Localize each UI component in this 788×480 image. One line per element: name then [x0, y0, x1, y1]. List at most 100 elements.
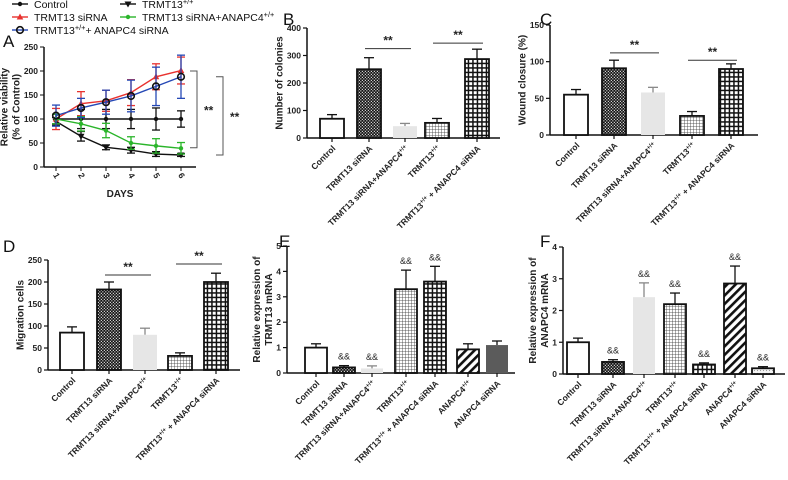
marker-open-circle: [126, 91, 136, 101]
marker-dot: [103, 128, 109, 133]
category-label: TRMT13+/+: [149, 375, 186, 412]
x-tick-label: 5: [151, 171, 162, 180]
series-line: [55, 76, 182, 117]
category-label: Control: [555, 379, 583, 407]
panel-label-C: C: [540, 10, 552, 29]
category-label: Control: [309, 143, 337, 171]
marker-dot: [178, 146, 184, 151]
significance-mark: &&: [366, 352, 378, 362]
marker-open-circle: [15, 25, 25, 35]
marker-dot: [153, 143, 159, 149]
significance-mark: &&: [669, 279, 681, 289]
marker-open-circle: [151, 82, 161, 91]
bar-3: [133, 334, 157, 370]
legend-item: TRMT13+/+: [120, 0, 193, 11]
bar-4: [424, 121, 450, 139]
legend-item: Control: [12, 0, 68, 11]
bar-1: [563, 93, 589, 136]
category-label: TRMT13+/+: [661, 140, 698, 177]
y-tick-label: 4: [552, 242, 557, 252]
significance-label: **: [230, 110, 240, 124]
x-tick-label: 1: [51, 171, 62, 180]
y-tick-label: 250: [24, 42, 38, 52]
y-axis-title: Relative viability: [0, 67, 11, 146]
bar-5: [423, 280, 447, 374]
y-tick-label: 100: [530, 57, 544, 67]
marker-triangle-down: [102, 144, 110, 151]
category-label: Control: [49, 375, 77, 403]
panel-label-B: B: [283, 10, 294, 29]
legend-label: Control: [34, 0, 68, 11]
series-line: [55, 118, 182, 149]
significance-label: **: [204, 103, 214, 117]
marker-dot: [178, 116, 184, 122]
significance-mark: &&: [757, 353, 769, 363]
series-5: [51, 54, 186, 127]
significance-mark: &&: [607, 346, 619, 356]
bar-1: [304, 346, 328, 374]
marker-dot: [153, 116, 159, 122]
y-tick-label: 2: [276, 317, 281, 327]
bar-1: [319, 117, 345, 139]
category-label: TRMT13 siRNA+ANAPC4+/+: [574, 140, 659, 225]
marker-dot: [128, 140, 134, 146]
marker-open-circle: [76, 103, 86, 113]
y-tick-label: 200: [24, 66, 38, 76]
series-line: [55, 120, 182, 156]
category-label: TRMT13+/+ + ANAPC4 siRNA: [395, 143, 483, 231]
marker-triangle-down: [124, 1, 132, 8]
marker-open-circle: [101, 98, 111, 107]
y-tick-label: 0: [552, 369, 557, 379]
marker-dot: [128, 116, 134, 122]
bar-2: [96, 288, 122, 371]
y-tick-label: 100: [287, 106, 301, 116]
bar-4: [394, 288, 418, 374]
y-axis-title: Relative expression of: [252, 256, 263, 363]
marker-dot: [17, 1, 23, 7]
y-axis-title: Wound closure (%): [518, 35, 529, 125]
significance-label: **: [453, 28, 463, 42]
chart-A: 0 50 100 150 200 250 1 2 3 4 5 6 DAYS Relative viabil…: [0, 0, 274, 200]
bar-2: [332, 366, 356, 374]
bar-2: [356, 68, 382, 139]
y-axis-title: Migration cells: [16, 280, 27, 350]
significance-mark: &&: [429, 252, 441, 262]
y-tick-label: 0: [276, 368, 281, 378]
significance-bracket: [216, 76, 224, 156]
y-axis-title: (% of Control): [12, 74, 23, 140]
bar-5: [203, 281, 229, 371]
y-axis-title: TRMT13 mRNA: [264, 273, 275, 345]
legend-item: TRMT13+/++ ANAPC4 siRNA: [12, 23, 169, 38]
significance-label: **: [630, 38, 640, 52]
bar-2: [601, 361, 625, 375]
y-axis-title: ANAPC4 mRNA: [540, 273, 551, 347]
x-tick-label: 6: [176, 171, 187, 180]
y-tick-label: 0: [539, 130, 544, 140]
panel-label-E: E: [279, 232, 290, 251]
bar-5: [718, 68, 744, 136]
series-2: [52, 116, 185, 159]
bar-4: [679, 115, 705, 136]
bar-5: [692, 363, 716, 375]
y-axis-title: Relative expression of: [528, 257, 539, 364]
legend-label: TRMT13+/++ ANAPC4 siRNA: [34, 23, 169, 38]
legend-label: TRMT13 siRNA: [34, 12, 108, 24]
panel-label-D: D: [3, 237, 15, 256]
bar-6: [723, 282, 747, 375]
y-tick-label: 3: [276, 292, 281, 302]
bar-7: [486, 345, 508, 373]
x-axis-title: DAYS: [107, 189, 134, 200]
significance-mark: &&: [338, 352, 350, 362]
x-tick-label: 4: [126, 171, 137, 180]
significance-label: **: [194, 249, 204, 263]
bar-6: [456, 348, 480, 374]
significance-mark: &&: [638, 269, 650, 279]
y-tick-label: 5: [276, 241, 281, 251]
chart-F: 0 1 2 3 4 Relative expression of ANAPC4 mRNA Co…: [528, 242, 785, 467]
marker-dot: [103, 116, 109, 122]
x-tick-label: 3: [101, 171, 112, 180]
significance-bracket: [190, 70, 198, 149]
